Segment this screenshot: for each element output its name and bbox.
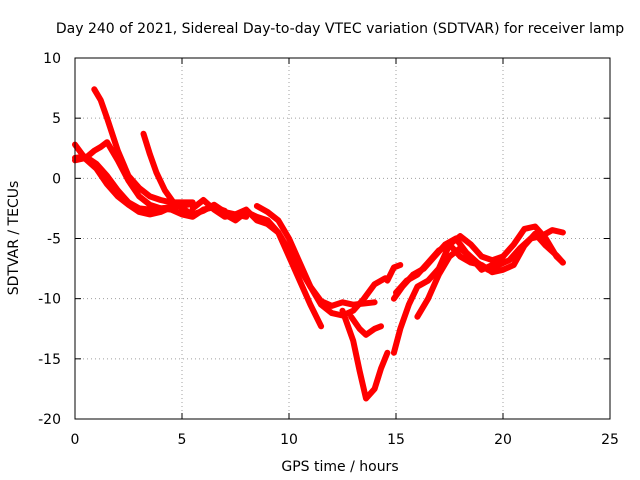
series-track-12: [390, 233, 506, 356]
series-track-16: [500, 223, 566, 266]
x-tick-label: 5: [178, 432, 187, 448]
y-tick-label: 5: [52, 111, 61, 127]
series-track-14: [393, 230, 566, 296]
series-track-11: [384, 262, 404, 284]
axes: 0 5 10 15 20 25 -20 -15 -10 -5 0 5 10: [38, 51, 619, 448]
x-tick-label: 20: [494, 432, 512, 448]
y-tick-label: 0: [52, 171, 61, 187]
chart-title: Day 240 of 2021, Sidereal Day-to-day VTE…: [56, 21, 624, 37]
series-layer: [72, 86, 566, 402]
y-tick-label: -20: [38, 412, 61, 428]
series-track-15: [414, 245, 506, 320]
series-track-10: [348, 313, 384, 338]
y-tick-label: -15: [38, 352, 61, 368]
y-tick-label: 10: [43, 51, 61, 67]
series-track-9: [339, 307, 391, 402]
x-tick-label: 25: [601, 432, 619, 448]
series-track-3: [72, 139, 196, 212]
grid: [75, 58, 610, 419]
y-tick-label: -10: [38, 292, 61, 308]
series-track-6: [189, 197, 325, 330]
series-track-8: [253, 203, 389, 319]
x-axis-label: GPS time / hours: [281, 459, 398, 475]
x-tick-label: 10: [280, 432, 298, 448]
x-tick-label: 0: [71, 432, 80, 448]
y-axis-label: SDTVAR / TECUs: [6, 181, 22, 296]
y-tick-label: -5: [47, 232, 61, 248]
x-tick-label: 15: [387, 432, 405, 448]
